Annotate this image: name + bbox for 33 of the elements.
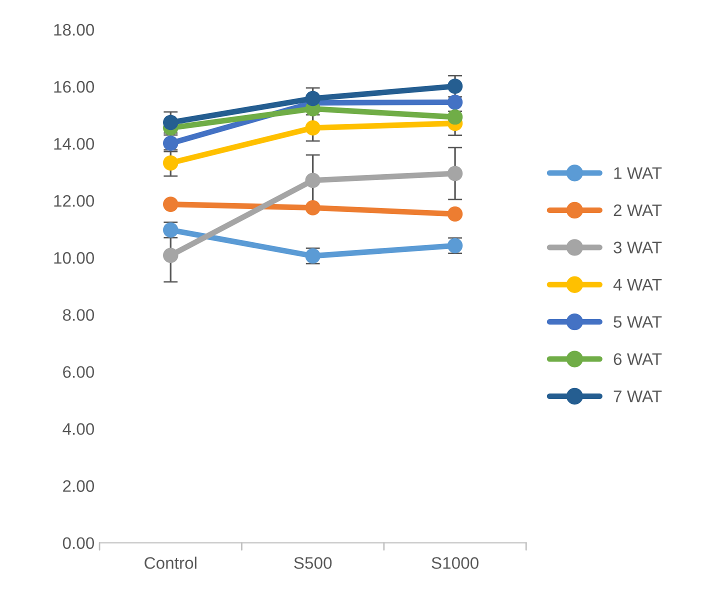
point [447,206,463,222]
y-tick-label: 12.00 [54,195,94,207]
point [163,248,178,263]
point [447,94,463,110]
point [305,120,320,136]
legend-label: 6 WAT [614,353,662,366]
y-tick-label: 14.00 [54,138,94,150]
legend-label: 3 WAT [614,242,662,254]
legend-label: 1 WAT [614,167,662,179]
x-tick-label: S1000 [432,557,478,569]
y-tick-label: 0.00 [62,537,94,550]
y-tick-label: 6.00 [63,366,94,378]
legend-label: 7 WAT [614,390,662,402]
point [447,78,463,94]
y-tick-label: 16.00 [54,80,94,93]
point [305,90,320,106]
y-tick-label: 4.00 [62,423,94,435]
y-tick-label: 8.00 [62,309,94,321]
legend-label: 4 WAT [613,278,662,290]
point [163,114,178,130]
legend-label: 2 WAT [614,204,662,216]
point [447,109,463,125]
y-tick-label: 10.00 [54,252,94,264]
y-tick-label: 2.00 [63,480,94,492]
x-tick-label: Control [144,556,196,569]
point [163,196,178,212]
point [163,155,178,171]
legend-label: 5 WAT [614,316,662,328]
point [305,172,320,188]
y-tick-label: 18.00 [54,24,94,36]
point [447,166,463,182]
point [305,200,320,216]
x-tick-label: S500 [294,557,332,569]
